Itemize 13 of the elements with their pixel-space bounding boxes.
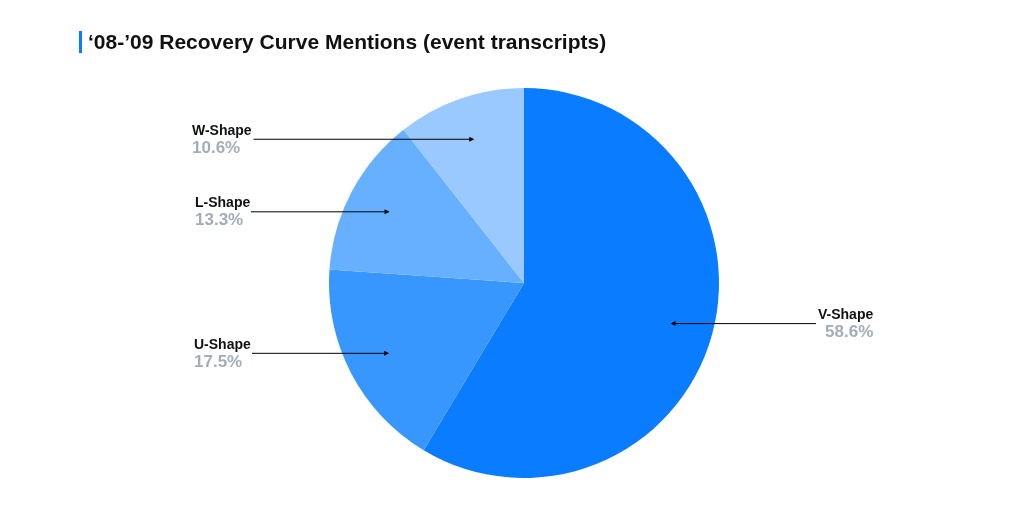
slice-label: V-Shape [818,306,874,322]
pie-slice [329,269,524,451]
chart-title: ‘08-’09 Recovery Curve Mentions (event transcripts) [88,30,607,54]
pie-slice [423,88,719,478]
data-label: 13.3% [195,210,244,230]
data-label: 58.6% [825,322,874,342]
pie-slice [403,88,524,283]
data-label: 17.5% [194,352,243,372]
data-label: 10.6% [192,138,241,158]
slice-label: W-Shape [192,122,252,138]
pie-slice [329,129,524,283]
slice-label: U-Shape [194,336,251,352]
slice-label: L-Shape [195,194,251,210]
